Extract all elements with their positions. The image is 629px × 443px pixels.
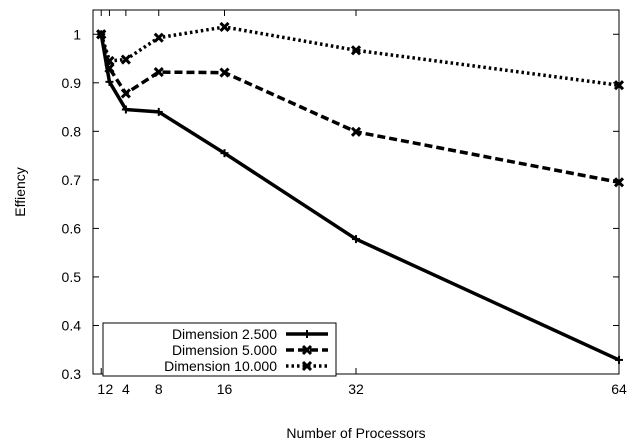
data-point xyxy=(121,105,130,114)
data-point xyxy=(352,235,360,244)
data-point xyxy=(120,88,131,99)
y-tick-label: 1 xyxy=(73,26,81,42)
data-point xyxy=(615,355,623,364)
x-tick-label: 16 xyxy=(217,381,233,397)
data-point xyxy=(153,67,164,78)
x-tick-label: 4 xyxy=(122,381,130,397)
plot-frame xyxy=(92,9,620,375)
y-tick-label: 0.7 xyxy=(62,172,82,188)
legend-marker xyxy=(303,330,311,338)
data-point xyxy=(613,80,625,91)
data-point xyxy=(219,21,230,33)
legend-label: Dimension 10.000 xyxy=(164,358,277,374)
series-line-0 xyxy=(99,33,620,362)
y-tick-label: 0.9 xyxy=(62,75,82,91)
series-line-1 xyxy=(99,33,620,185)
data-point xyxy=(219,67,230,78)
data-point xyxy=(154,107,163,116)
series-line-2 xyxy=(99,25,620,87)
data-point xyxy=(120,54,131,65)
y-axis-label: Effiency xyxy=(12,167,28,217)
data-point xyxy=(220,149,229,158)
data-point xyxy=(105,77,114,86)
data-point xyxy=(350,45,362,56)
y-tick-label: 0.5 xyxy=(62,269,82,285)
data-point xyxy=(96,29,107,40)
x-tick-label: 2 xyxy=(106,381,114,397)
data-point xyxy=(350,126,362,137)
y-tick-label: 0.6 xyxy=(62,220,82,236)
y-axis: 0.3 0.4 0.5 0.6 0.7 0.8 0.9 1 xyxy=(62,26,619,382)
data-point xyxy=(613,177,625,188)
legend-label: Dimension 2.500 xyxy=(172,326,277,342)
series-layer xyxy=(96,21,625,364)
data-point xyxy=(153,32,164,43)
y-tick-label: 0.4 xyxy=(62,317,82,333)
data-point xyxy=(104,55,115,67)
y-tick-label: 0.8 xyxy=(62,123,82,139)
y-tick-label: 0.3 xyxy=(62,366,82,382)
x-tick-label: 32 xyxy=(348,381,364,397)
x-axis-label: Number of Processors xyxy=(286,425,425,441)
x-tick-label: 1 xyxy=(97,381,105,397)
legend-marker xyxy=(301,344,313,356)
legend-marker xyxy=(301,360,313,372)
x-tick-label: 8 xyxy=(155,381,163,397)
legend-label: Dimension 5.000 xyxy=(172,342,277,358)
x-tick-label: 64 xyxy=(611,381,627,397)
